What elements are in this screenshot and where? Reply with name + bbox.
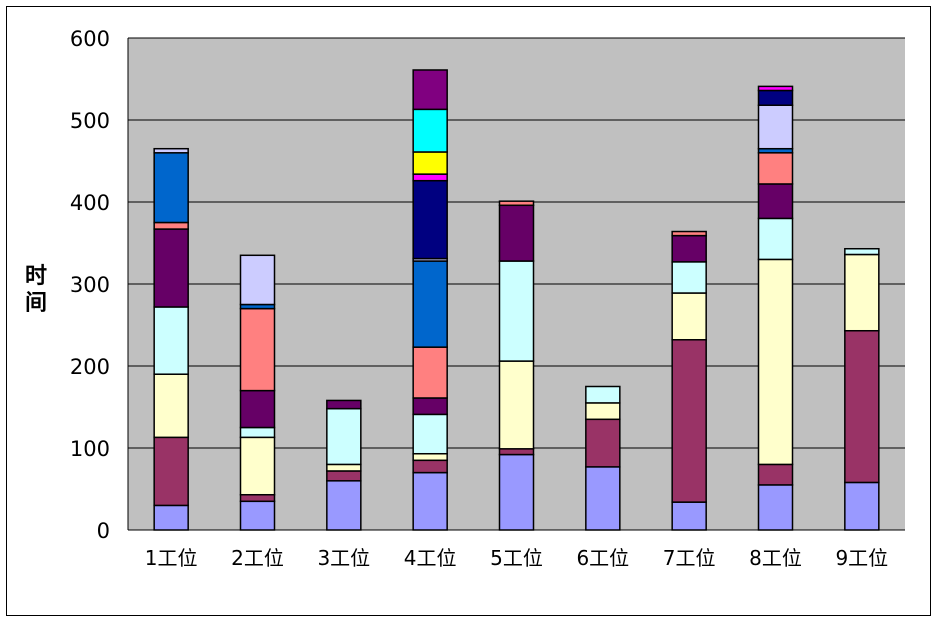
x-category-label: 4工位 <box>404 546 457 570</box>
bar-segment <box>239 389 276 429</box>
bar-segment <box>239 307 276 392</box>
bar-segment <box>412 471 448 531</box>
x-category-label: 9工位 <box>835 546 888 570</box>
y-tick-label: 600 <box>70 27 110 51</box>
bar-segment <box>326 470 362 482</box>
bar-segment <box>412 397 448 416</box>
bar-segment <box>412 108 448 153</box>
bar-segment <box>239 493 276 503</box>
bar-segment <box>757 484 794 531</box>
bar-segment <box>757 258 794 466</box>
y-tick-label: 300 <box>70 273 110 297</box>
bar-segment <box>153 373 189 439</box>
bar-segment <box>844 253 880 332</box>
bar-segment <box>153 504 189 531</box>
x-category-label: 7工位 <box>663 546 716 570</box>
bar-segment <box>498 453 535 531</box>
y-tick-label: 100 <box>70 437 110 461</box>
bar-segment <box>757 463 794 486</box>
bar-segment <box>585 466 621 531</box>
bar-segment <box>239 426 276 439</box>
bar-segment <box>239 436 276 496</box>
bar-segment <box>153 306 189 375</box>
bar-segment <box>498 260 535 362</box>
bar-segment <box>671 292 707 341</box>
bar-segment <box>412 260 448 348</box>
bar-segment <box>844 247 880 256</box>
bar-segment <box>671 501 707 531</box>
bar-segment <box>585 418 621 468</box>
bar-segment <box>153 221 189 230</box>
bar-segment <box>757 85 794 92</box>
bar-segment <box>498 204 535 262</box>
bar-segment <box>757 89 794 106</box>
y-tick-label: 500 <box>70 109 110 133</box>
bar-segment <box>671 261 707 294</box>
x-category-label: 3工位 <box>317 546 370 570</box>
y-axis-label: 时间 <box>25 264 47 316</box>
bar-segment <box>412 413 448 455</box>
bar-segment <box>498 448 535 456</box>
bars <box>153 69 880 531</box>
x-category-label: 1工位 <box>145 546 198 570</box>
bar-segment <box>412 173 448 182</box>
y-tick-label: 400 <box>70 191 110 215</box>
bar-segment <box>412 459 448 474</box>
bar-segment <box>326 463 362 472</box>
bar-segment <box>757 183 794 220</box>
bar-segment <box>153 228 189 308</box>
bar-segment <box>153 152 189 224</box>
bar-segment <box>844 481 880 531</box>
x-category-label: 5工位 <box>490 546 543 570</box>
bar-segment <box>757 104 794 150</box>
y-tick-label: 0 <box>97 519 110 543</box>
bar-segment <box>585 385 621 404</box>
bar-segment <box>412 179 448 260</box>
bar-segment <box>498 200 535 207</box>
bar-segment <box>239 254 276 306</box>
bar-segment <box>671 230 707 237</box>
bar-segment <box>239 500 276 531</box>
bar-segment <box>671 234 707 263</box>
bar-segment <box>412 452 448 462</box>
x-category-labels: 1工位 2工位 3工位 4工位 5工位 6工位 7工位 8工位 9工位 <box>145 546 888 570</box>
bar-segment <box>326 407 362 466</box>
bar-segment <box>326 480 362 531</box>
bar-segment <box>326 399 362 410</box>
y-tick-label: 200 <box>70 355 110 379</box>
x-category-label: 6工位 <box>576 546 629 570</box>
bar-segment <box>671 339 707 503</box>
bar-segment <box>498 360 535 450</box>
bar-segment <box>844 329 880 484</box>
bar-segment <box>153 436 189 507</box>
bar-segment <box>412 346 448 399</box>
bar-segment <box>412 151 448 175</box>
bar-segment <box>757 217 794 261</box>
bar-segment <box>757 152 794 185</box>
bar-segment <box>412 69 448 111</box>
x-category-label: 8工位 <box>749 546 802 570</box>
y-tick-labels: 0 100 200 300 400 500 600 <box>70 27 110 543</box>
bar-segment <box>585 402 621 421</box>
x-category-label: 2工位 <box>231 546 284 570</box>
bar-segment <box>153 147 189 154</box>
